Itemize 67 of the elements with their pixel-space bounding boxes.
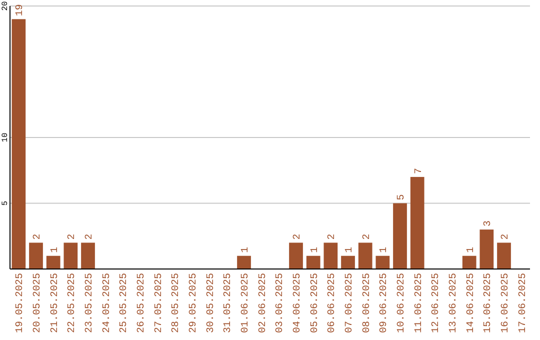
- bar: [324, 242, 338, 269]
- data-label: 1: [310, 246, 321, 253]
- x-tick-label: 09.06.2025: [379, 273, 390, 334]
- data-label: 5: [396, 194, 408, 200]
- bar: [480, 230, 494, 269]
- x-tick-label: 14.06.2025: [466, 273, 477, 334]
- bar: [237, 256, 251, 269]
- x-tick-label: 06.06.2025: [327, 273, 338, 334]
- x-tick-label: 26.05.2025: [136, 273, 148, 334]
- bar: [46, 256, 60, 269]
- data-label: 3: [483, 220, 494, 227]
- bar: [462, 256, 476, 269]
- bar: [376, 256, 390, 269]
- data-label: 1: [466, 246, 477, 253]
- x-tick-label: 24.05.2025: [102, 273, 113, 334]
- data-label: 1: [50, 246, 61, 253]
- bar: [497, 242, 511, 269]
- bar: [410, 176, 424, 269]
- y-tick-label: 10: [1, 132, 10, 142]
- data-label: 2: [362, 234, 373, 240]
- bar: [306, 256, 320, 269]
- data-label: 1: [344, 246, 356, 253]
- x-tick-label: 01.06.2025: [240, 273, 252, 334]
- x-tick-label: 30.05.2025: [206, 273, 217, 334]
- data-label: 2: [327, 234, 338, 240]
- x-tick-label: 21.05.2025: [50, 273, 61, 334]
- y-tick-label: 5: [1, 200, 10, 206]
- x-tick-label: 11.06.2025: [414, 273, 425, 334]
- x-tick-label: 22.05.2025: [67, 273, 78, 334]
- data-label: 7: [414, 168, 425, 174]
- x-tick-label: 29.05.2025: [188, 273, 200, 334]
- bar: [289, 242, 303, 269]
- x-tick-label: 08.06.2025: [362, 273, 373, 334]
- data-label: 19: [15, 4, 26, 16]
- x-tick-label: 17.06.2025: [518, 273, 529, 334]
- bar: [341, 256, 355, 269]
- bar: [81, 242, 95, 269]
- bar: [358, 242, 372, 269]
- x-tick-label: 15.06.2025: [483, 273, 494, 334]
- data-label: 2: [32, 234, 44, 240]
- x-tick-label: 13.06.2025: [448, 273, 460, 334]
- x-tick-label: 02.06.2025: [258, 273, 269, 334]
- bar: [393, 203, 407, 269]
- x-tick-label: 20.05.2025: [32, 273, 44, 334]
- x-tick-label: 23.05.2025: [84, 273, 96, 334]
- x-tick-label: 28.05.2025: [171, 273, 182, 334]
- data-label: 2: [84, 234, 96, 240]
- x-tick-label: 31.05.2025: [223, 273, 234, 334]
- data-label: 2: [67, 234, 78, 240]
- data-label: 1: [240, 246, 252, 253]
- bar: [64, 242, 78, 269]
- bar: [29, 242, 43, 269]
- data-label: 2: [500, 234, 512, 240]
- bar: [12, 19, 26, 269]
- x-tick-label: 04.06.2025: [292, 273, 304, 334]
- x-tick-label: 05.06.2025: [310, 273, 321, 334]
- x-tick-label: 03.06.2025: [275, 273, 286, 334]
- x-tick-label: 19.05.2025: [15, 273, 26, 334]
- data-label: 2: [292, 234, 304, 240]
- x-tick-label: 16.06.2025: [500, 273, 512, 334]
- x-tick-label: 07.06.2025: [344, 273, 356, 334]
- x-tick-label: 12.06.2025: [431, 273, 442, 334]
- y-tick-label: 20: [1, 1, 10, 11]
- x-tick-label: 10.06.2025: [396, 273, 408, 334]
- x-tick-label: 27.05.2025: [154, 273, 165, 334]
- x-tick-label: 25.05.2025: [119, 273, 130, 334]
- data-label: 1: [379, 246, 390, 253]
